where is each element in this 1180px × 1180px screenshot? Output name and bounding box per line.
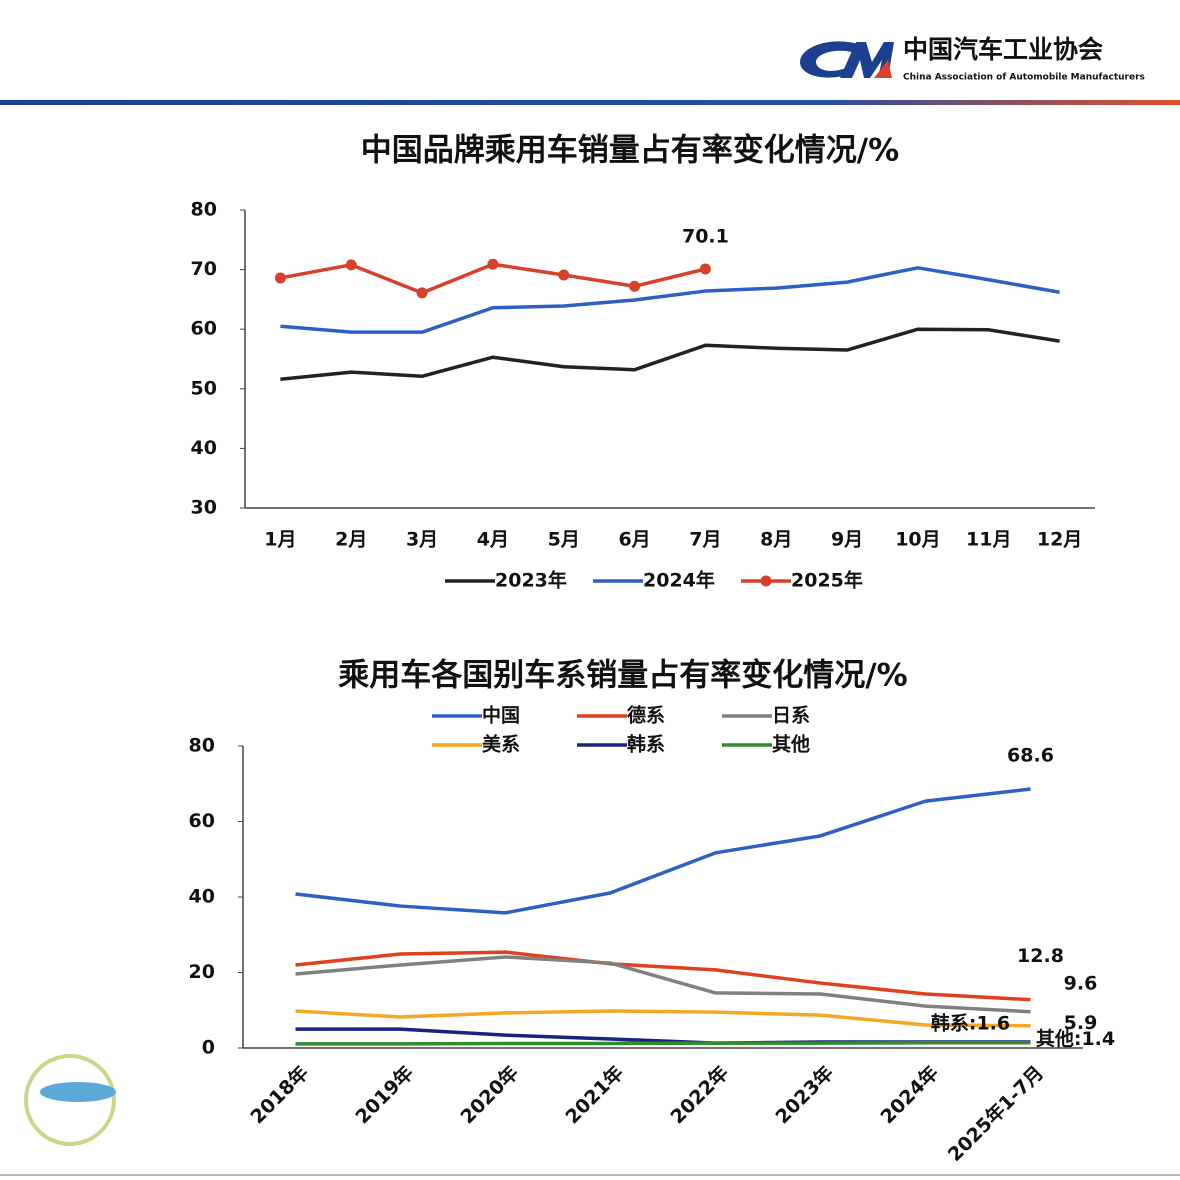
point	[699, 263, 711, 275]
chart-title: 中国品牌乘用车销量占有率变化情况/%	[361, 133, 899, 169]
footer-logo	[24, 1054, 116, 1146]
series-line	[295, 1009, 1031, 1028]
x-tick-label: 2025年1-7月	[943, 1061, 1048, 1166]
legend-label: 日系	[772, 705, 810, 727]
series-line	[295, 787, 1031, 915]
x-tick-label: 2022年	[666, 1061, 733, 1128]
data-label: 韩系:1.6	[931, 1011, 1010, 1034]
y-tick-label: 40	[191, 437, 217, 459]
x-tick-label: 6月	[618, 529, 650, 551]
point	[345, 259, 357, 271]
data-label: 12.8	[1017, 945, 1064, 967]
point	[416, 287, 428, 299]
x-tick-label: 2024年	[876, 1061, 943, 1128]
x-tick-label: 2018年	[246, 1061, 313, 1128]
x-tick-label: 7月	[689, 529, 721, 551]
y-tick-label: 70	[191, 258, 217, 280]
x-tick-label: 3月	[406, 529, 438, 551]
x-tick-label: 2020年	[456, 1061, 523, 1128]
legend-label: 美系	[482, 733, 520, 756]
x-tick-label: 5月	[548, 529, 580, 551]
chart-title: 乘用车各国别车系销量占有率变化情况/%	[338, 658, 907, 694]
legend-label: 2025年	[791, 569, 863, 592]
legend-label: 2023年	[495, 569, 567, 592]
header-rule	[0, 100, 1180, 105]
y-tick-label: 50	[191, 377, 217, 399]
header-logo	[800, 41, 894, 78]
data-label: 其他:1.4	[1036, 1027, 1115, 1050]
data-label: 68.6	[1007, 745, 1054, 767]
x-tick-label: 2月	[335, 529, 367, 551]
y-tick-label: 20	[189, 961, 215, 983]
data-label: 5.9	[1064, 1012, 1098, 1034]
legend-label: 德系	[627, 704, 665, 727]
data-label: 70.1	[682, 226, 729, 248]
x-tick-label: 2023年	[771, 1061, 838, 1128]
x-tick-label: 11月	[966, 529, 1011, 551]
y-tick-label: 80	[191, 199, 217, 221]
point	[558, 269, 570, 281]
y-tick-label: 0	[202, 1037, 215, 1059]
series-line	[295, 950, 1031, 1002]
series-line	[295, 955, 1031, 1014]
x-tick-label: 10月	[895, 529, 940, 551]
org-name-en: China Association of Automobile Manufact…	[903, 73, 1145, 83]
series-line	[280, 327, 1060, 382]
series-line	[295, 1040, 1031, 1046]
x-tick-label: 1月	[264, 529, 296, 551]
legend-label: 其他	[772, 733, 810, 756]
y-tick-label: 60	[189, 810, 215, 832]
y-tick-label: 60	[191, 318, 217, 340]
x-tick-label: 2019年	[351, 1061, 418, 1128]
y-tick-label: 80	[189, 735, 215, 757]
legend-marker	[760, 575, 772, 587]
y-tick-label: 40	[189, 886, 215, 908]
x-tick-label: 8月	[760, 529, 792, 551]
x-tick-label: 4月	[477, 529, 509, 551]
x-tick-label: 9月	[831, 529, 863, 551]
y-tick-label: 30	[191, 497, 217, 519]
data-label: 9.6	[1064, 972, 1098, 994]
point	[274, 272, 286, 284]
legend-label: 2024年	[643, 569, 715, 592]
legend-label: 中国	[482, 704, 520, 727]
org-name: 中国汽车工业协会	[903, 35, 1103, 64]
point	[487, 258, 499, 270]
legend-label: 韩系	[627, 733, 665, 756]
series-line	[280, 266, 1060, 334]
point	[629, 280, 641, 292]
x-tick-label: 12月	[1037, 529, 1082, 551]
x-tick-label: 2021年	[561, 1061, 628, 1128]
